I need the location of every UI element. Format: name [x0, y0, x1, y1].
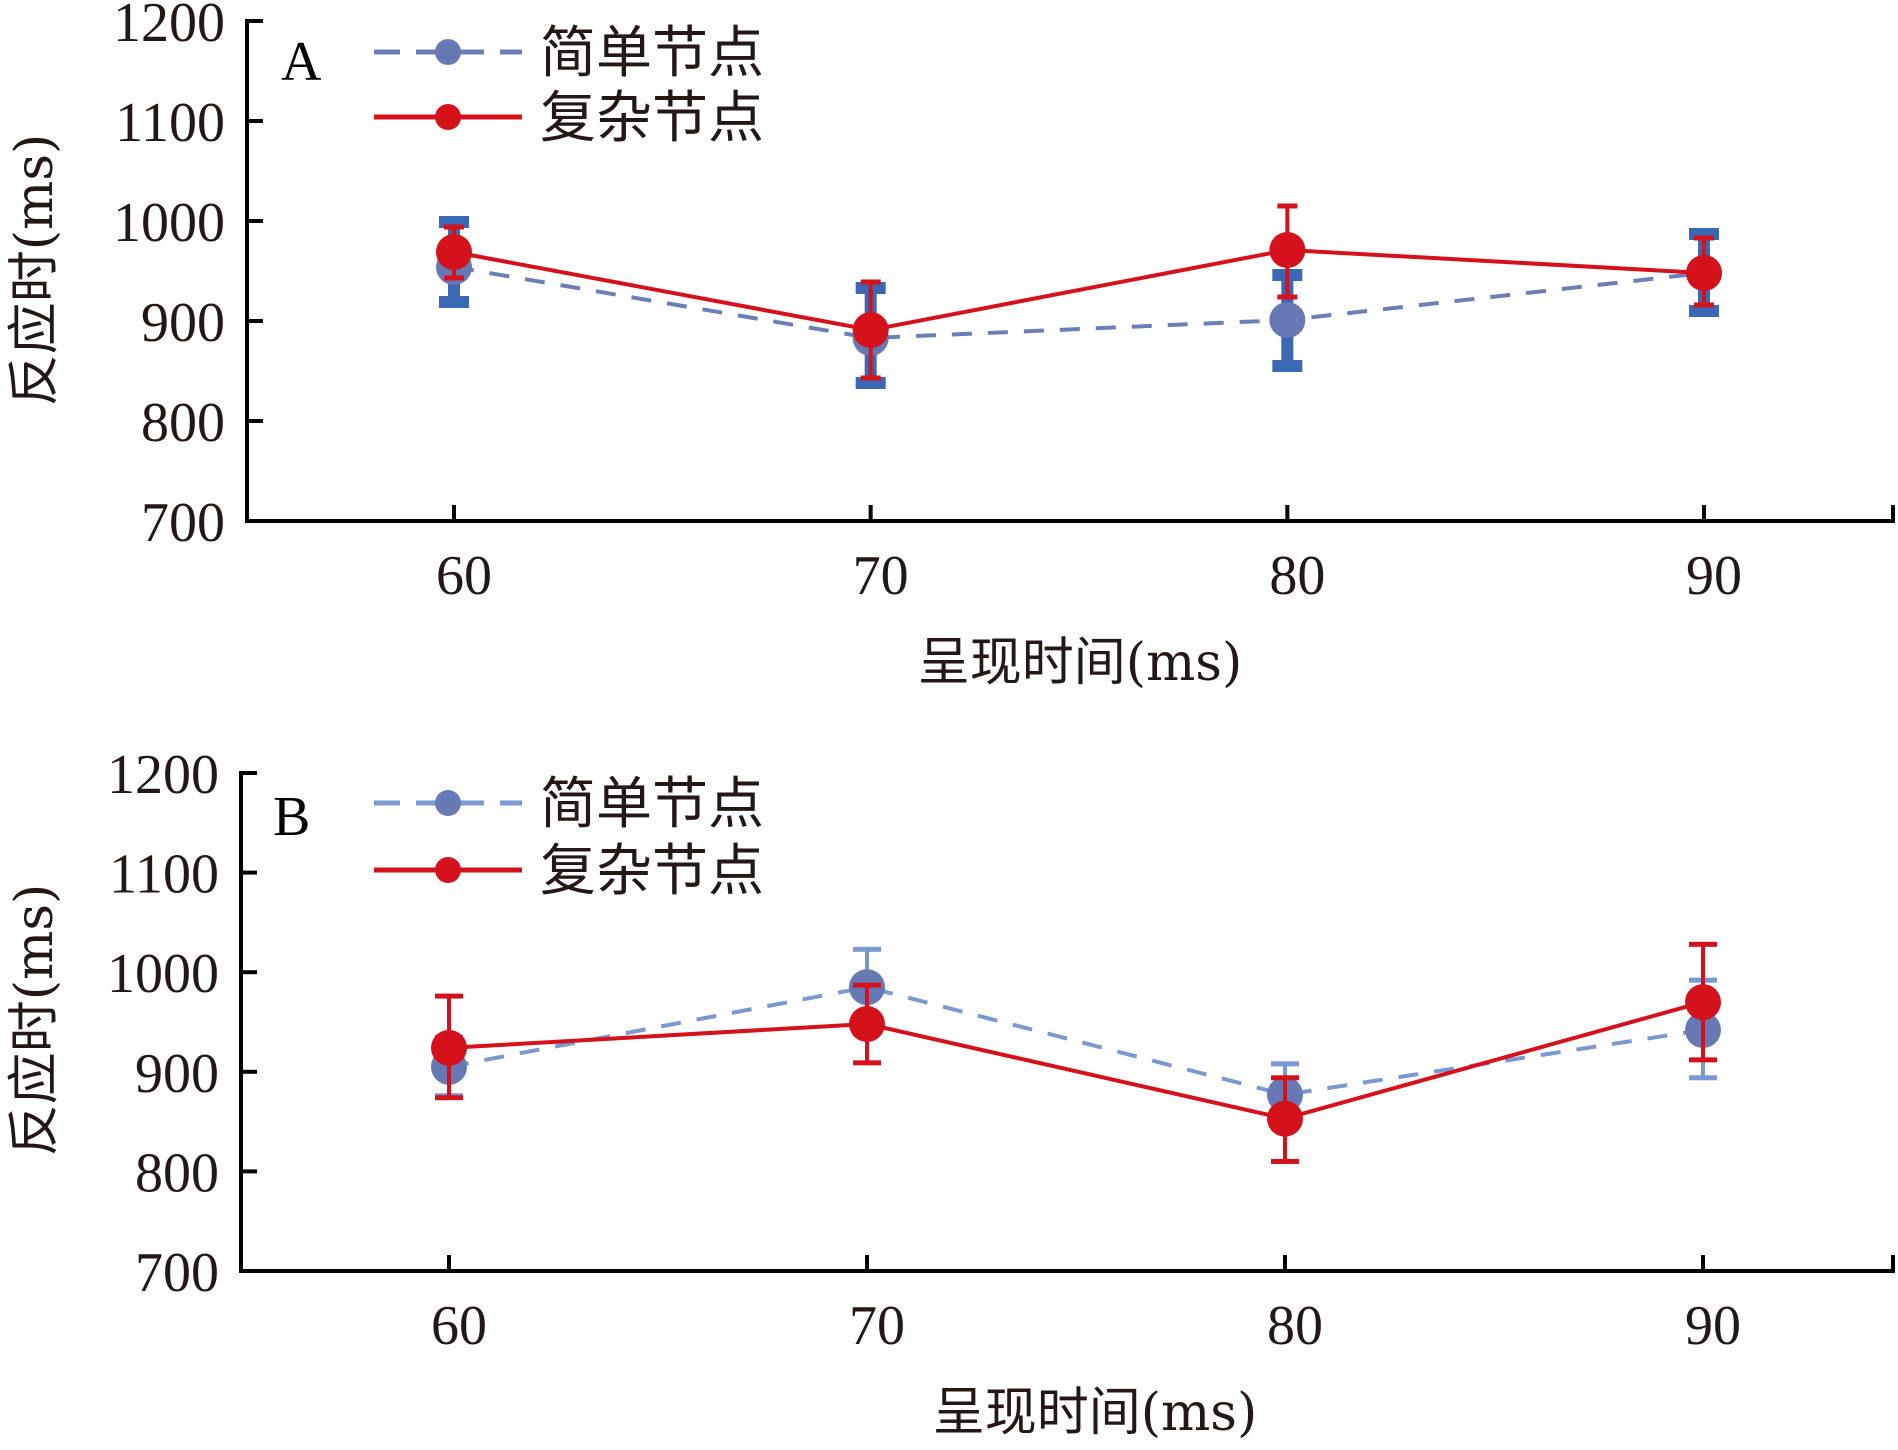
data-point-complex: [436, 234, 472, 270]
error-bar-cap-top: [1689, 941, 1717, 947]
error-bar-cap-bottom: [1277, 294, 1298, 300]
legend-label-simple: 简单节点: [540, 21, 764, 86]
legend-item-simple: 简单节点: [374, 772, 764, 837]
error-bar-cap-bottom: [853, 1060, 881, 1066]
error-bar-cap-bottom: [1272, 360, 1303, 372]
y-axis-line: [245, 19, 1895, 523]
x-tick-label: 90: [1686, 545, 1742, 607]
legend: 简单节点 复杂节点: [374, 21, 764, 151]
series-simple: [436, 216, 1722, 389]
legend-marker-complex: [435, 104, 461, 130]
x-tick-label: 90: [1685, 1295, 1741, 1357]
error-bar-cap-bottom: [1689, 305, 1719, 317]
legend-marker-simple: [435, 790, 461, 816]
error-bar-cap-bottom: [1689, 1057, 1717, 1063]
data-point-complex: [431, 1029, 467, 1066]
y-tick-label: 1000: [113, 192, 225, 254]
legend-marker-complex: [435, 857, 461, 883]
y-tick-label: 1200: [107, 744, 219, 806]
x-tick-label: 70: [853, 545, 909, 607]
series-line-simple: [453, 265, 1705, 341]
error-bar-cap-top: [853, 946, 881, 952]
data-point-complex: [1267, 1100, 1303, 1137]
error-bar-cap-bottom: [1271, 1158, 1299, 1164]
legend-item-complex: 复杂节点: [374, 839, 764, 904]
data-point-complex: [1686, 255, 1722, 291]
error-bar-cap-bottom: [444, 275, 464, 281]
y-tick-label: 1100: [115, 92, 225, 154]
panel-label: B: [273, 786, 310, 848]
y-tick-label: 700: [135, 1242, 219, 1304]
data-point-complex: [1685, 984, 1721, 1021]
data-point-complex: [852, 312, 889, 348]
x-tick-label: 80: [1267, 1295, 1323, 1357]
data-point-complex: [849, 1005, 885, 1042]
data-point-complex: [1269, 232, 1306, 268]
error-bar-cap-top: [1271, 1075, 1299, 1081]
x-tick-label: 60: [436, 545, 492, 607]
error-bar-cap-top: [860, 279, 881, 285]
panel-label: A: [281, 31, 322, 93]
y-axis-title: 反应时(ms): [5, 134, 65, 407]
data-point-simple: [1269, 302, 1306, 338]
x-axis-title: 呈现时间(ms): [918, 633, 1243, 693]
x-axis-title: 呈现时间(ms): [933, 1383, 1258, 1443]
x-tick-label: 60: [431, 1295, 487, 1357]
y-tick-label: 1200: [113, 0, 225, 54]
y-tick-label: 1100: [109, 844, 219, 906]
y-tick-label: 800: [135, 1142, 219, 1204]
series-line-complex: [448, 1000, 1704, 1121]
legend-item-complex: 复杂节点: [374, 86, 764, 151]
x-tick-label: 80: [1269, 545, 1325, 607]
error-bar-cap-bottom: [860, 375, 881, 381]
legend-label-complex: 复杂节点: [540, 86, 764, 151]
series-complex: [436, 203, 1722, 381]
error-bar-cap-top: [1277, 203, 1298, 209]
legend-item-simple: 简单节点: [374, 21, 764, 86]
error-bar-cap-top: [853, 982, 881, 988]
legend: 简单节点 复杂节点: [374, 772, 764, 904]
y-axis-line: [239, 771, 1895, 1273]
y-tick-label: 1000: [107, 943, 219, 1005]
y-tick-label: 700: [141, 492, 225, 554]
x-tick-label: 70: [849, 1295, 905, 1357]
error-bar-cap-top: [1694, 235, 1714, 241]
error-bar-cap-bottom: [435, 1095, 463, 1101]
series-line-complex: [453, 247, 1705, 333]
series-line-simple: [448, 985, 1704, 1097]
legend-label-simple: 简单节点: [540, 772, 764, 837]
error-bar-cap-top: [435, 993, 463, 999]
error-bar-cap-top: [1271, 1061, 1299, 1067]
error-bar-cap-bottom: [1689, 1075, 1717, 1081]
legend-marker-simple: [435, 39, 461, 65]
error-bar-cap-bottom: [439, 296, 469, 308]
panel-a: A 呈现时间(ms) 反应时(ms) 简单节点 复杂节点 700 800 900 10…: [5, 0, 1895, 693]
y-tick-label: 900: [141, 292, 225, 354]
error-bar-cap-top: [444, 224, 464, 230]
panel-b: B 呈现时间(ms) 反应时(ms) 简单节点 复杂节点 700 800 900 10…: [5, 744, 1895, 1443]
legend-label-complex: 复杂节点: [540, 839, 764, 904]
error-bar-cap-bottom: [1694, 302, 1714, 308]
y-tick-label: 800: [141, 392, 225, 454]
y-axis-title: 反应时(ms): [5, 884, 65, 1157]
y-tick-label: 900: [135, 1043, 219, 1105]
series-complex: [431, 941, 1721, 1164]
